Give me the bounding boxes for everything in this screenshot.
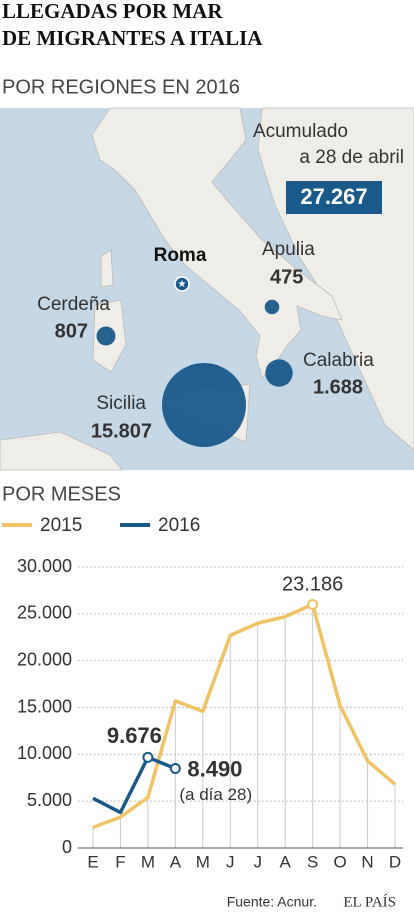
total-caption: a 28 de abril <box>299 147 404 168</box>
region-name: Cerdeña <box>37 294 110 315</box>
point <box>142 751 154 763</box>
region-bubble <box>264 299 280 315</box>
y-tick-label: 30.000 <box>17 556 72 576</box>
region-bubble <box>265 359 293 387</box>
point <box>307 598 319 610</box>
x-tick-label: A <box>280 852 292 871</box>
region-name: Sicilia <box>96 393 146 414</box>
x-tick-label: A <box>170 852 182 871</box>
region-name: Calabria <box>303 350 374 371</box>
x-tick-label: J <box>253 852 262 871</box>
value-label: 8.490 <box>187 756 242 781</box>
x-tick-label: J <box>226 852 235 871</box>
capital-marker <box>174 276 190 292</box>
y-tick-label: 0 <box>62 837 72 857</box>
value-label: 9.676 <box>107 723 162 748</box>
title-line: DE MIGRANTES A ITALIA <box>2 26 263 50</box>
total-caption: Acumulado <box>253 121 348 142</box>
region-value: 807 <box>55 320 88 342</box>
total-value: 27.267 <box>300 184 367 209</box>
x-tick-label: N <box>361 852 373 871</box>
region-value: 15.807 <box>91 420 152 442</box>
x-tick-label: E <box>87 852 98 871</box>
series-line <box>92 602 397 830</box>
legend-label: 2016 <box>158 515 200 536</box>
x-tick-label: F <box>115 852 125 871</box>
y-tick-label: 15.000 <box>17 696 72 716</box>
region-value: 1.688 <box>313 376 363 398</box>
brand: EL PAÍS <box>343 893 396 910</box>
total-box <box>286 181 382 214</box>
x-tick-label: M <box>196 852 210 871</box>
source: Fuente: Acnur. <box>227 894 317 910</box>
y-tick-label: 10.000 <box>17 743 72 763</box>
x-tick-label: S <box>307 852 318 871</box>
africa <box>0 431 123 471</box>
chart-subtitle: POR MESES <box>2 483 121 505</box>
corsica <box>100 249 114 288</box>
region-value: 475 <box>270 266 303 288</box>
x-tick-label: M <box>141 852 155 871</box>
title-line: LLEGADAS POR MAR <box>2 0 223 23</box>
capital-label: Roma <box>154 245 207 266</box>
annotation: 23.186 <box>282 574 343 596</box>
region-bubble <box>96 326 116 346</box>
y-tick-label: 25.000 <box>17 603 72 623</box>
map: Acumulado a 28 de abril 27.267 Roma ★ <box>0 107 414 471</box>
x-tick-label: D <box>389 852 401 871</box>
region-bubble <box>162 363 246 447</box>
region-name: Apulia <box>262 239 315 260</box>
point <box>169 762 181 774</box>
series-line <box>92 755 177 815</box>
italy <box>91 107 343 379</box>
y-tick-label: 20.000 <box>17 649 72 669</box>
y-tick-label: 5.000 <box>27 790 72 810</box>
x-tick-label: O <box>333 852 346 871</box>
legend-label: 2015 <box>40 515 82 536</box>
capital-star: ★ <box>178 279 187 290</box>
map-subtitle: POR REGIONES EN 2016 <box>2 76 240 98</box>
annotation: (a día 28) <box>179 785 252 804</box>
